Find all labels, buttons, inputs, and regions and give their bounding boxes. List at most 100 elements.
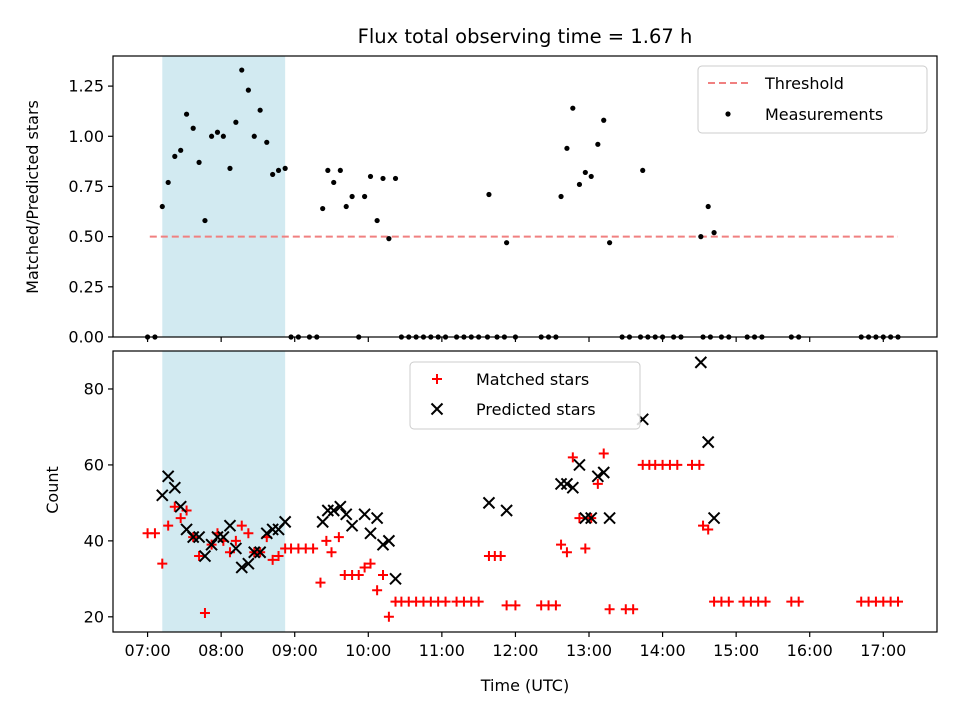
measurement-point	[698, 234, 704, 240]
predicted-star-point	[211, 530, 224, 544]
predicted-star-point	[591, 470, 605, 483]
bottom-y-tick-label: 40	[84, 531, 104, 550]
matched-star-point	[169, 501, 180, 512]
bottom-x-tick-label: 13:00	[566, 641, 612, 660]
matched-star-point	[550, 600, 561, 611]
matched-star-point	[574, 513, 585, 524]
legend-box	[409, 361, 641, 430]
matched-star-point	[793, 596, 804, 607]
matched-star-point	[308, 543, 319, 554]
matched-star-point	[236, 520, 247, 531]
matched-star-point	[326, 547, 337, 558]
measurement-point	[582, 169, 588, 176]
measurement-point	[233, 119, 239, 125]
measurement-point	[558, 193, 564, 200]
matched-star-point	[694, 459, 705, 470]
bottom-series-matched-stars	[142, 448, 904, 622]
measurement-point	[588, 173, 594, 180]
predicted-star-point	[345, 519, 359, 532]
predicted-star-point	[334, 500, 347, 513]
top-y-tick-label: 0.25	[68, 277, 104, 296]
measurement-point	[374, 217, 380, 224]
predicted-star-point	[579, 511, 592, 525]
predicted-star-point	[707, 511, 721, 525]
matched-star-point	[378, 570, 389, 581]
bottom-x-tick-label: 11:00	[419, 641, 465, 660]
top-y-tick-label: 1.00	[68, 127, 104, 146]
measurement-point	[325, 167, 331, 174]
measurement-point	[392, 175, 399, 182]
matched-star-point	[149, 528, 160, 539]
predicted-star-point	[229, 542, 243, 555]
measurement-point	[178, 147, 184, 153]
matched-star-point	[372, 585, 383, 596]
bottom-series-predicted-stars	[156, 356, 721, 586]
predicted-star-point	[597, 466, 610, 479]
top-legend: Threshold Measurements	[697, 65, 928, 134]
bottom-x-tick-label: 07:00	[125, 641, 171, 660]
predicted-star-point	[327, 504, 340, 517]
matched-star-point	[267, 554, 278, 565]
measurement-point	[239, 67, 245, 73]
bottom-x-tick-label: 16:00	[787, 641, 833, 660]
measurement-point	[362, 193, 368, 200]
predicted-star-point	[161, 470, 175, 483]
matched-star-point	[703, 524, 714, 535]
predicted-star-point	[573, 458, 586, 472]
measurement-point	[640, 167, 646, 174]
predicted-star-point	[603, 511, 616, 525]
matched-star-point	[672, 459, 683, 470]
predicted-star-point	[370, 511, 384, 525]
measurement-point	[380, 175, 386, 182]
matched-star-point	[333, 532, 344, 543]
predicted-star-point	[248, 546, 261, 559]
top-y-tick-label: 0.00	[68, 328, 104, 347]
predicted-star-point	[585, 511, 598, 525]
measurement-point	[202, 217, 208, 224]
predicted-star-point	[235, 561, 248, 574]
measurement-point	[595, 141, 601, 147]
predicted-star-point	[205, 538, 218, 551]
matched-star-point	[163, 520, 174, 531]
matched-star-point	[273, 551, 284, 562]
predicted-star-point	[482, 496, 496, 510]
predicted-star-point	[566, 481, 580, 494]
top-y-tick-label: 0.75	[68, 177, 104, 196]
measurement-point	[564, 145, 570, 151]
predicted-star-point	[382, 534, 396, 548]
matched-star-point	[580, 543, 591, 554]
predicted-star-point	[168, 481, 182, 494]
measurement-point	[257, 107, 263, 113]
measurement-point	[196, 159, 202, 165]
predicted-star-point	[364, 527, 377, 540]
bottom-panel: 20 40 60 80 07:00 08:00 09:00 10:00 11:00 12:00 13…	[84, 350, 938, 660]
predicted-star-point	[560, 477, 574, 491]
predicted-star-point	[316, 515, 329, 529]
measurement-point	[227, 165, 233, 171]
bottom-y-tick-label: 20	[84, 607, 104, 626]
matched-star-point	[561, 547, 572, 558]
legend-matched-swatch	[432, 374, 442, 384]
predicted-star-point	[217, 530, 230, 544]
matched-star-point	[510, 600, 521, 611]
measurement-point	[282, 165, 288, 171]
predicted-star-point	[376, 538, 390, 551]
predicted-star-point	[186, 530, 200, 544]
matched-star-point	[383, 611, 394, 622]
measurement-point	[349, 193, 355, 200]
measurement-point	[320, 205, 326, 212]
measurement-point	[570, 105, 576, 111]
matched-star-point	[723, 596, 734, 607]
bottom-y-tick-label: 80	[84, 379, 104, 398]
matched-star-point	[893, 596, 904, 607]
legend-predicted-swatch	[430, 402, 444, 416]
predicted-star-point	[156, 489, 169, 502]
top-y-tick-label: 1.25	[68, 77, 104, 96]
matched-star-point	[243, 528, 254, 539]
predicted-star-point	[554, 477, 568, 491]
bottom-x-tick-label: 10:00	[345, 641, 391, 660]
predicted-star-point	[198, 549, 212, 563]
measurement-point	[331, 179, 337, 186]
measurement-point	[220, 133, 226, 139]
measurement-point	[245, 87, 251, 93]
